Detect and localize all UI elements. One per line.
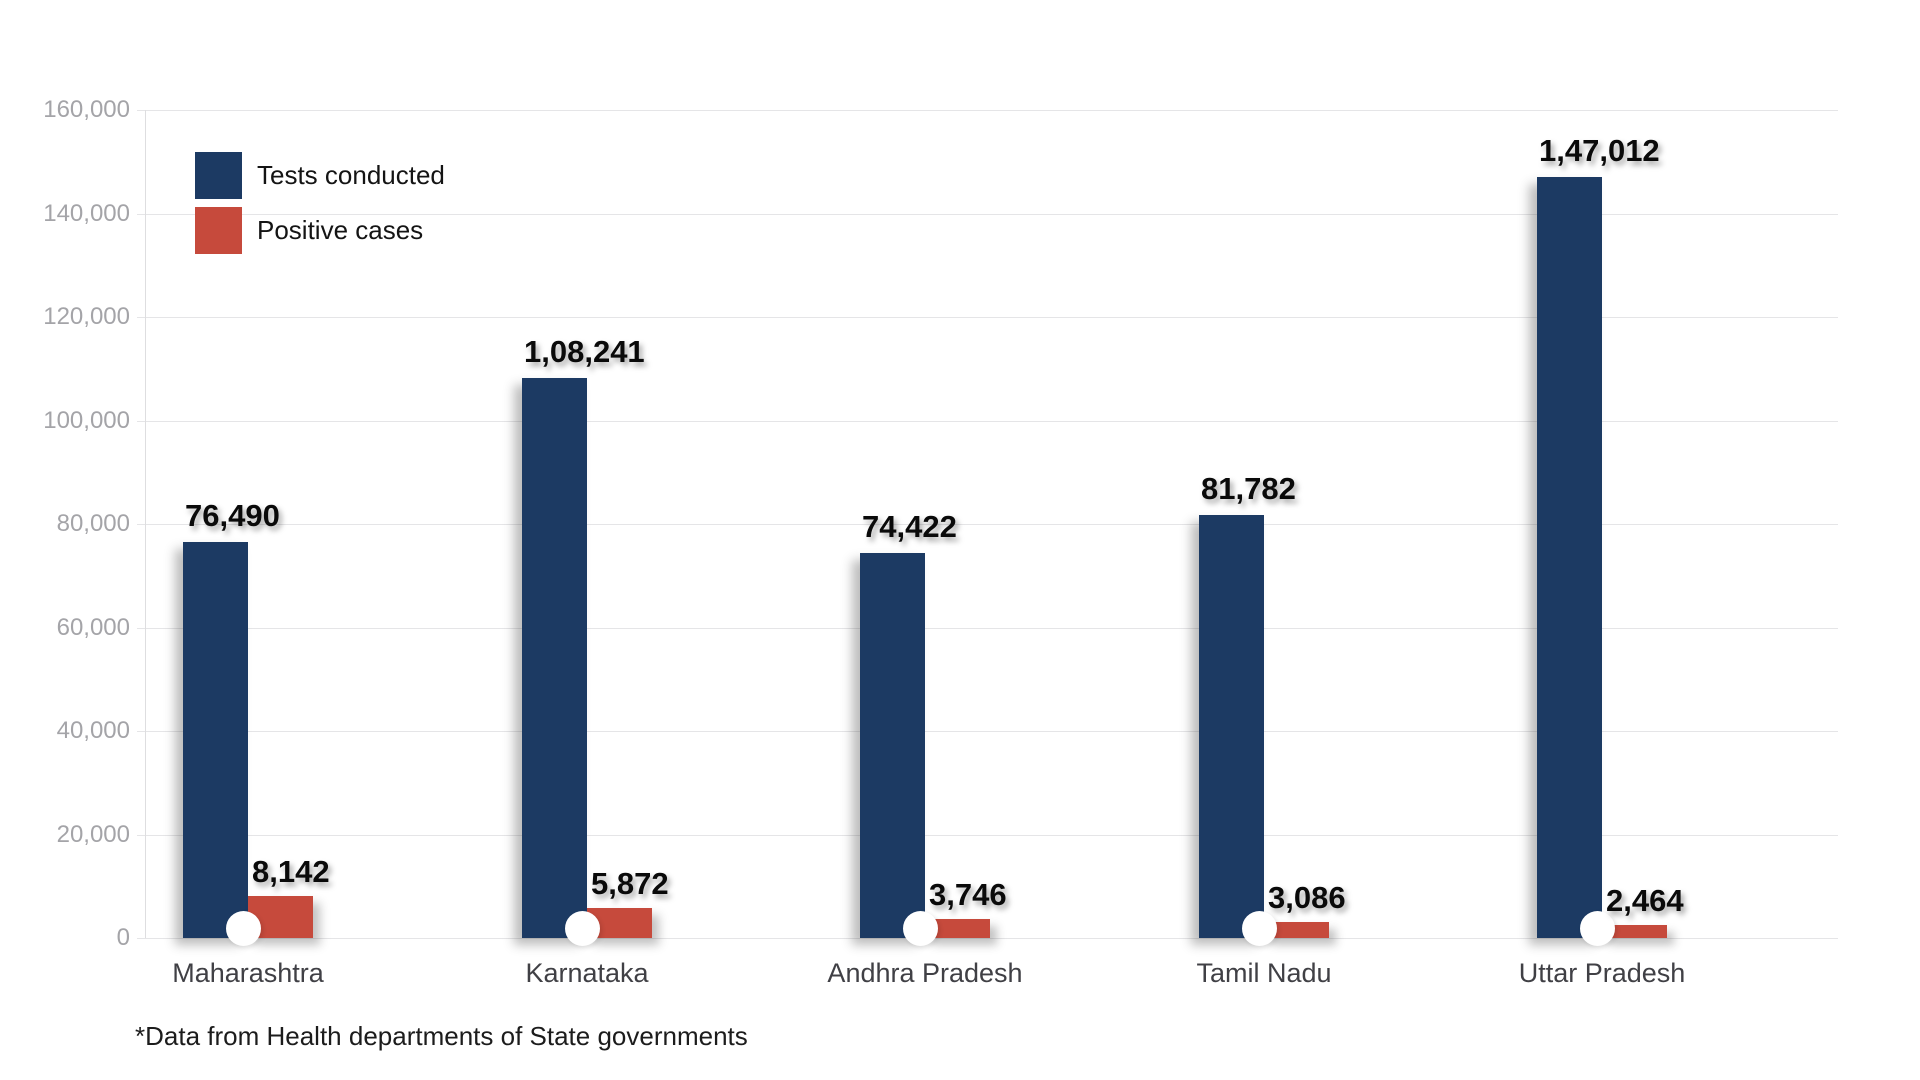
tests-value-label: 1,08,241: [524, 333, 645, 369]
gridline: [137, 110, 1838, 111]
positive-value-label: 2,464: [1606, 883, 1684, 919]
legend-item-positive-cases: Positive cases: [195, 207, 445, 254]
x-category-label: Maharashtra: [172, 958, 324, 988]
footnote: *Data from Health departments of State g…: [135, 1021, 748, 1051]
y-tick-label: 60,000: [56, 613, 130, 641]
gridline: [137, 420, 1838, 422]
tests-value-label: 74,422: [862, 508, 957, 544]
x-category-label: Karnataka: [525, 958, 649, 988]
y-tick-label: 20,000: [56, 820, 130, 848]
tests-bar: [1199, 514, 1264, 938]
gridline: [137, 213, 1838, 215]
positive-bar: [1602, 925, 1667, 938]
x-category-label: Uttar Pradesh: [1518, 958, 1686, 988]
positive-bar: [925, 918, 990, 938]
white-dot-marker: [902, 910, 938, 946]
legend-label-positive-cases: Positive cases: [257, 215, 424, 245]
positive-value-label: 8,142: [252, 853, 330, 889]
gridline: [137, 938, 1838, 939]
positive-value-label: 3,746: [929, 876, 1007, 912]
positive-value-label: 3,086: [1268, 880, 1346, 916]
tests-bar: [860, 552, 925, 938]
y-tick-label: 40,000: [56, 717, 130, 744]
white-dot-marker: [225, 910, 261, 946]
gridline: [137, 834, 1838, 836]
x-category-label: Andhra Pradesh: [827, 958, 1023, 988]
gridline: [137, 731, 1838, 732]
white-dot-marker: [1241, 910, 1277, 946]
legend-label-tests-conducted: Tests conducted: [257, 160, 445, 190]
tests-value-label: 1,47,012: [1539, 133, 1660, 169]
tests-bar: [183, 542, 248, 938]
gridline: [137, 524, 1838, 525]
white-dot-marker: [564, 910, 600, 946]
positive-bar: [1264, 922, 1329, 938]
y-tick-label: 80,000: [56, 510, 130, 537]
tests-bar: [1537, 177, 1602, 938]
tests-conducted-swatch-icon: [195, 152, 242, 199]
y-tick-label: 160,000: [43, 96, 130, 123]
tests-value-label: 76,490: [185, 498, 280, 534]
y-axis-line: [145, 110, 146, 938]
y-tick-label: 120,000: [43, 303, 130, 330]
y-tick-label: 140,000: [43, 199, 130, 227]
positive-value-label: 5,872: [591, 865, 669, 901]
tests-value-label: 81,782: [1201, 470, 1296, 506]
tests-bar: [522, 377, 587, 938]
y-tick-label: 100,000: [43, 406, 130, 434]
x-category-label: Tamil Nadu: [1196, 958, 1332, 988]
legend-item-tests-conducted: Tests conducted: [195, 152, 445, 199]
gridline: [137, 317, 1838, 318]
white-dot-marker: [1579, 910, 1615, 946]
legend: Tests conducted Positive cases: [195, 152, 445, 262]
positive-cases-swatch-icon: [195, 207, 242, 254]
gridline: [137, 627, 1838, 629]
y-tick-label: 0: [116, 924, 130, 951]
